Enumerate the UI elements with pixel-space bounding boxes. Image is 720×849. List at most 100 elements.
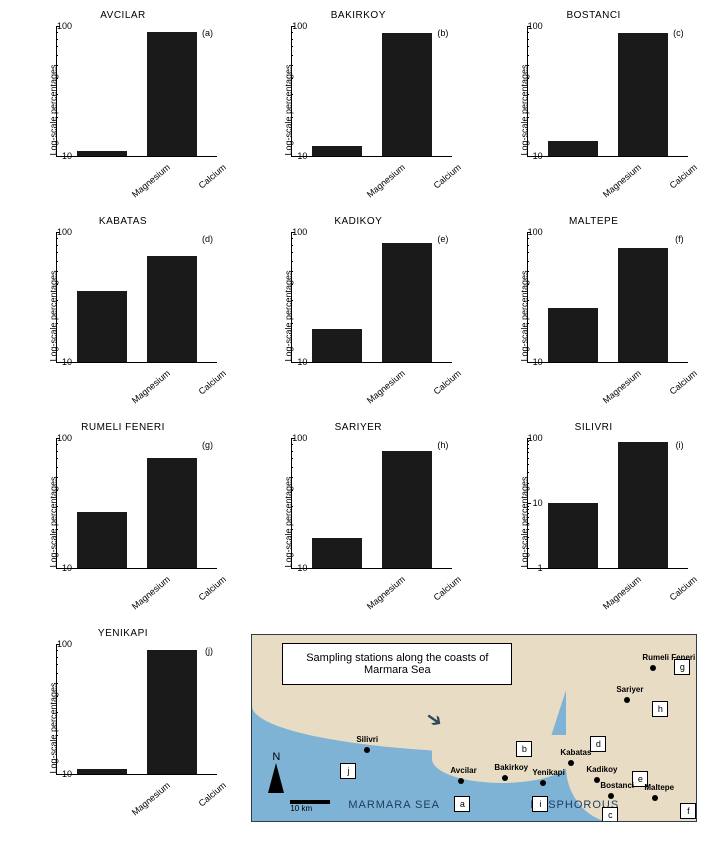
panel-title: BAKIRKOY bbox=[245, 10, 471, 21]
panel-title: KADIKOY bbox=[245, 216, 471, 227]
station-dot bbox=[540, 780, 546, 786]
plot-area: (g) bbox=[56, 438, 217, 569]
panel-tag: (g) bbox=[202, 440, 213, 450]
bar bbox=[147, 458, 197, 568]
x-category-label: Magnesium bbox=[365, 162, 407, 200]
scale-bar: 10 km bbox=[290, 798, 330, 813]
x-category-label: Calcium bbox=[432, 368, 463, 397]
chart-grid: AVCILARLog-scale percentages(a)10100Magn… bbox=[10, 10, 710, 828]
bar bbox=[77, 151, 127, 156]
bar bbox=[147, 32, 197, 156]
station-label: Avcilar bbox=[450, 766, 476, 775]
chart-panel: SARIYERLog-scale percentages(h)10100Magn… bbox=[245, 422, 471, 622]
station-label: Maltepe bbox=[644, 783, 674, 792]
bar bbox=[548, 503, 598, 568]
chart-panel: MALTEPELog-scale percentages(f)10100Magn… bbox=[481, 216, 707, 416]
panel-tag: (a) bbox=[202, 28, 213, 38]
panel-title: YENIKAPI bbox=[10, 628, 236, 639]
panel-title: KABATAS bbox=[10, 216, 236, 227]
bar bbox=[548, 141, 598, 156]
chart-panel: AVCILARLog-scale percentages(a)10100Magn… bbox=[10, 10, 236, 210]
chart-panel: YENIKAPILog-scale percentages(j)10100Mag… bbox=[10, 628, 236, 828]
x-category-label: Calcium bbox=[432, 162, 463, 191]
station-box: b bbox=[516, 741, 532, 757]
plot-area: (i) bbox=[527, 438, 688, 569]
x-category-label: Calcium bbox=[432, 574, 463, 603]
bar bbox=[77, 769, 127, 774]
station-label: Sariyer bbox=[616, 685, 643, 694]
sea-label: MARMARA SEA bbox=[348, 799, 440, 811]
station-label: Bostanci bbox=[600, 781, 634, 790]
plot-area: (h) bbox=[291, 438, 452, 569]
bar bbox=[382, 451, 432, 568]
panel-tag: (h) bbox=[437, 440, 448, 450]
x-category-label: Magnesium bbox=[365, 368, 407, 406]
panel-title: MALTEPE bbox=[481, 216, 707, 227]
station-box: c bbox=[602, 807, 618, 822]
panel-tag: (e) bbox=[437, 234, 448, 244]
x-category-label: Calcium bbox=[667, 574, 698, 603]
bar bbox=[618, 442, 668, 568]
bar bbox=[382, 243, 432, 362]
station-box: f bbox=[680, 803, 696, 819]
bar bbox=[618, 33, 668, 156]
plot-area: (j) bbox=[56, 644, 217, 775]
x-category-label: Calcium bbox=[197, 368, 228, 397]
x-category-label: Magnesium bbox=[130, 162, 172, 200]
x-category-label: Magnesium bbox=[130, 780, 172, 818]
bar bbox=[312, 538, 362, 568]
x-category-label: Magnesium bbox=[601, 574, 643, 612]
bar bbox=[77, 291, 127, 362]
map-caption: Sampling stations along the coasts of Ma… bbox=[282, 643, 512, 685]
station-box: d bbox=[590, 736, 606, 752]
station-label: Kabatas bbox=[560, 748, 591, 757]
panel-tag: (b) bbox=[437, 28, 448, 38]
x-category-label: Calcium bbox=[197, 162, 228, 191]
panel-title: RUMELI FENERI bbox=[10, 422, 236, 433]
station-box: a bbox=[454, 796, 470, 812]
bar bbox=[147, 256, 197, 362]
plot-area: (e) bbox=[291, 232, 452, 363]
station-box: h bbox=[652, 701, 668, 717]
panel-tag: (f) bbox=[675, 234, 684, 244]
panel-tag: (c) bbox=[673, 28, 684, 38]
station-dot bbox=[364, 747, 370, 753]
map-area: Sampling stations along the coasts of Ma… bbox=[251, 634, 697, 822]
chart-panel: RUMELI FENERILog-scale percentages(g)101… bbox=[10, 422, 236, 622]
panel-tag: (j) bbox=[205, 646, 213, 656]
bar bbox=[382, 33, 432, 156]
panel-title: SARIYER bbox=[245, 422, 471, 433]
chart-panel: BAKIRKOYLog-scale percentages(b)10100Mag… bbox=[245, 10, 471, 210]
x-category-label: Magnesium bbox=[365, 574, 407, 612]
x-category-label: Magnesium bbox=[130, 574, 172, 612]
plot-area: (f) bbox=[527, 232, 688, 363]
station-label: Yenikapi bbox=[532, 768, 564, 777]
plot-area: (c) bbox=[527, 26, 688, 157]
bar bbox=[312, 146, 362, 156]
plot-area: (b) bbox=[291, 26, 452, 157]
station-dot bbox=[458, 778, 464, 784]
panel-title: AVCILAR bbox=[10, 10, 236, 21]
bar bbox=[77, 512, 127, 568]
x-category-label: Magnesium bbox=[601, 162, 643, 200]
station-box: g bbox=[674, 659, 690, 675]
station-box: j bbox=[340, 763, 356, 779]
panel-title: SILIVRI bbox=[481, 422, 707, 433]
panel-tag: (d) bbox=[202, 234, 213, 244]
x-category-label: Calcium bbox=[667, 162, 698, 191]
bar bbox=[618, 248, 668, 362]
bar bbox=[147, 650, 197, 774]
station-box: i bbox=[532, 796, 548, 812]
chart-panel: SILIVRILog-scale percentages(i)110100Mag… bbox=[481, 422, 707, 622]
chart-panel: KABATASLog-scale percentages(d)10100Magn… bbox=[10, 216, 236, 416]
chart-panel: KADIKOYLog-scale percentages(e)10100Magn… bbox=[245, 216, 471, 416]
x-category-label: Magnesium bbox=[601, 368, 643, 406]
x-category-label: Calcium bbox=[667, 368, 698, 397]
station-label: Kadikoy bbox=[586, 765, 617, 774]
bar bbox=[312, 329, 362, 362]
panel-tag: (i) bbox=[676, 440, 684, 450]
bar bbox=[548, 308, 598, 362]
plot-area: (d) bbox=[56, 232, 217, 363]
station-label: Bakirkoy bbox=[494, 763, 528, 772]
x-category-label: Calcium bbox=[197, 574, 228, 603]
